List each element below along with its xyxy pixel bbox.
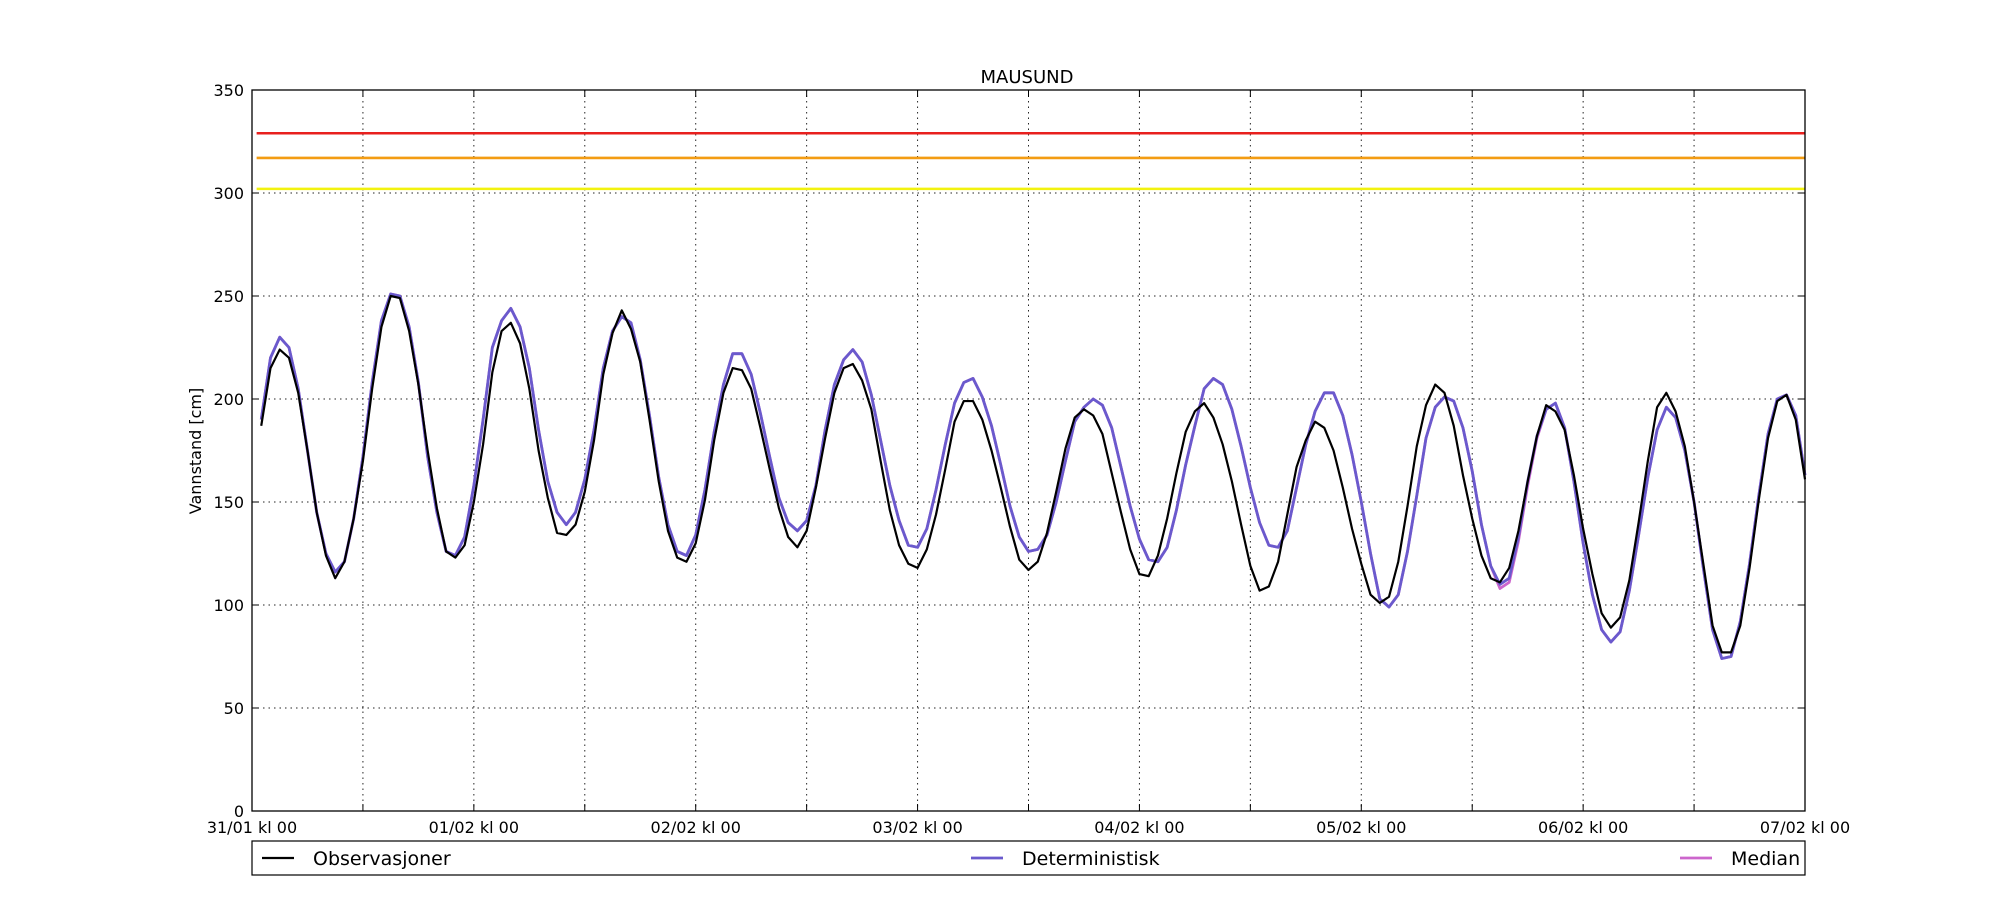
legend-label: Median bbox=[1731, 848, 1800, 870]
x-tick-label: 04/02 kl 00 bbox=[1094, 818, 1184, 837]
chart-title: MAUSUND bbox=[981, 67, 1074, 88]
threshold-lines bbox=[256, 131, 1805, 191]
x-tick-label: 06/02 kl 00 bbox=[1538, 818, 1628, 837]
x-tick-label: 03/02 kl 00 bbox=[872, 818, 962, 837]
y-axis-label: Vannstand [cm] bbox=[186, 388, 205, 514]
y-tick-label: 350 bbox=[213, 81, 244, 100]
y-tick-label: 250 bbox=[213, 287, 244, 306]
series-layer bbox=[259, 292, 1807, 660]
x-tick-label: 07/02 kl 00 bbox=[1760, 818, 1850, 837]
plot-frame bbox=[251, 89, 1806, 812]
y-tick-label: 100 bbox=[213, 596, 244, 615]
series-line-deterministisk bbox=[259, 292, 1807, 660]
grid-layer bbox=[252, 90, 1805, 811]
y-tick-label: 150 bbox=[213, 493, 244, 512]
x-tick-label: 01/02 kl 00 bbox=[429, 818, 519, 837]
tick-layer: 31/01 kl 00 01/02 kl 00 02/02 kl 00 03/02 k… bbox=[207, 81, 1850, 837]
legend: Observasjoner Deterministisk Median bbox=[251, 840, 1806, 876]
legend-label: Observasjoner bbox=[313, 848, 451, 870]
y-tick-label: 300 bbox=[213, 184, 244, 203]
y-tick-label: 200 bbox=[213, 390, 244, 409]
y-tick-label: 50 bbox=[224, 699, 244, 718]
series-line-observasjoner bbox=[260, 294, 1807, 654]
x-tick-label: 31/01 kl 00 bbox=[207, 818, 297, 837]
y-tick-label: 0 bbox=[234, 802, 244, 821]
legend-label: Deterministisk bbox=[1022, 848, 1160, 870]
legend-box bbox=[251, 840, 1806, 876]
x-tick-label: 05/02 kl 00 bbox=[1316, 818, 1406, 837]
x-tick-label: 02/02 kl 00 bbox=[651, 818, 741, 837]
